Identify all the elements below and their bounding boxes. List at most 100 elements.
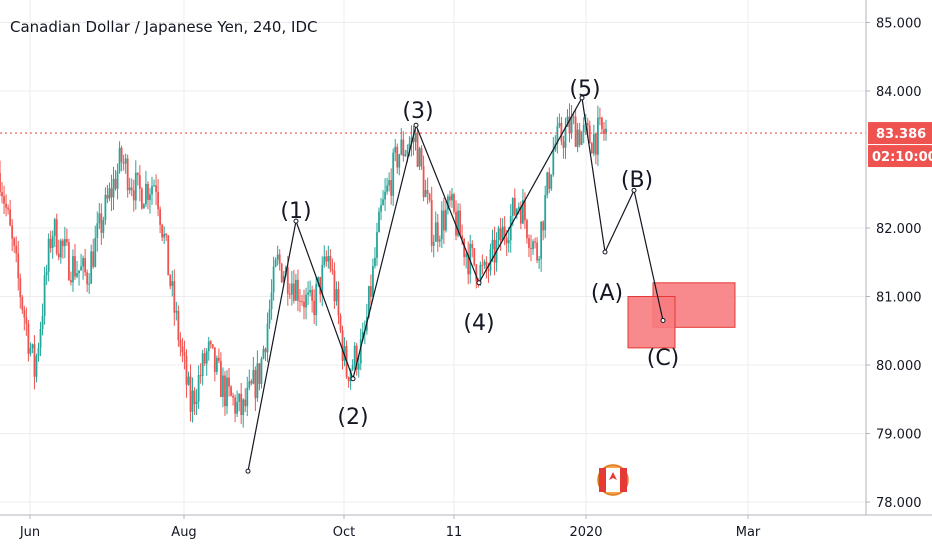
candle-body [98, 213, 101, 224]
candle-body [15, 245, 18, 254]
candle-body [400, 139, 403, 155]
candle-body [440, 210, 443, 240]
candle-body [479, 264, 482, 283]
candle-body [33, 344, 36, 377]
candle-body [138, 175, 141, 189]
candle-body [100, 213, 103, 233]
candle-body [252, 370, 255, 384]
candle-body [522, 200, 524, 224]
candle-body [501, 226, 504, 241]
candle-body [582, 124, 585, 133]
candle-body [3, 196, 5, 204]
price-scale[interactable] [866, 0, 932, 515]
candle-body [493, 239, 496, 263]
candle-body [45, 271, 48, 276]
candle-body [23, 309, 26, 318]
wave-label: (B) [621, 168, 653, 193]
candle-body [447, 196, 449, 210]
candle-body [258, 363, 261, 384]
candle-body [292, 283, 295, 301]
candle-body [157, 191, 159, 210]
candle-body [396, 146, 399, 168]
wave-label: (5) [569, 77, 600, 102]
candle-body [412, 137, 415, 143]
chart-title: Canadian Dollar / Japanese Yen, 240, IDC [10, 18, 318, 36]
candle-body [72, 256, 74, 283]
candle-body [74, 256, 76, 277]
candle-body [205, 351, 208, 364]
candle-body [315, 283, 318, 316]
time-tick-label: Jun [19, 525, 40, 540]
candle-body [568, 116, 571, 134]
candle-body [333, 270, 336, 302]
candle-body [301, 301, 303, 303]
candle-body [317, 277, 320, 284]
candle-body [278, 254, 281, 264]
candle-body [70, 280, 72, 283]
candle-body [57, 253, 60, 258]
wave-point [293, 218, 299, 224]
candle-body [270, 292, 273, 310]
candle-body [122, 162, 125, 164]
price-tick-label: 81.000 [876, 291, 922, 306]
candle-body [39, 329, 42, 348]
candle-body [167, 235, 170, 276]
candle-body [351, 365, 354, 370]
candle-body [37, 347, 40, 356]
candle-body [457, 210, 459, 236]
candle-body [203, 353, 206, 364]
candle-body [106, 194, 109, 199]
candle-body [140, 188, 143, 209]
candle-body [572, 116, 575, 118]
candle-body [25, 317, 28, 324]
candle-body [303, 301, 305, 308]
candles [0, 103, 607, 428]
candle-body [335, 289, 338, 302]
candle-body [110, 188, 113, 198]
candle-body [280, 263, 283, 283]
candle-body [311, 290, 314, 301]
candle-body [94, 237, 97, 267]
candle-body [102, 219, 105, 233]
candle-body [226, 377, 228, 407]
candle-body [209, 341, 212, 345]
candle-body [282, 275, 285, 283]
time-tick-label: 2020 [569, 525, 602, 540]
candle-body [586, 123, 589, 126]
candle-body [1, 192, 3, 197]
time-tick-label: Aug [171, 525, 196, 540]
candle-body [248, 381, 251, 388]
candle-body [78, 270, 80, 274]
candle-body [201, 353, 204, 376]
price-tick-label: 85.000 [876, 17, 922, 32]
candle-body [329, 255, 332, 270]
candle-body [290, 283, 293, 295]
countdown-label: 02:10:00 [872, 150, 932, 165]
wave-point [631, 187, 637, 193]
candle-body [430, 200, 433, 246]
candle-body [580, 132, 583, 145]
candle-body [55, 219, 58, 254]
candle-body [467, 254, 470, 275]
candle-body [372, 265, 374, 297]
candle-body [305, 294, 307, 308]
candle-body [189, 376, 192, 412]
countdown-tag [868, 145, 932, 168]
candle-body [288, 293, 291, 295]
last-price-label: 83.386 [876, 127, 926, 142]
time-axis[interactable] [0, 515, 932, 550]
candle-body [355, 345, 358, 370]
candle-body [187, 376, 190, 385]
candle-body [155, 185, 157, 192]
candle-body [499, 228, 502, 241]
last-price-tag [868, 122, 932, 145]
candle-body [434, 222, 437, 242]
wave-point [579, 95, 585, 101]
candle-body [163, 233, 166, 238]
candle-body [232, 395, 234, 398]
candle-body [230, 386, 232, 396]
candle-body [118, 147, 121, 172]
candle-body [605, 128, 607, 134]
candle-body [29, 348, 32, 354]
